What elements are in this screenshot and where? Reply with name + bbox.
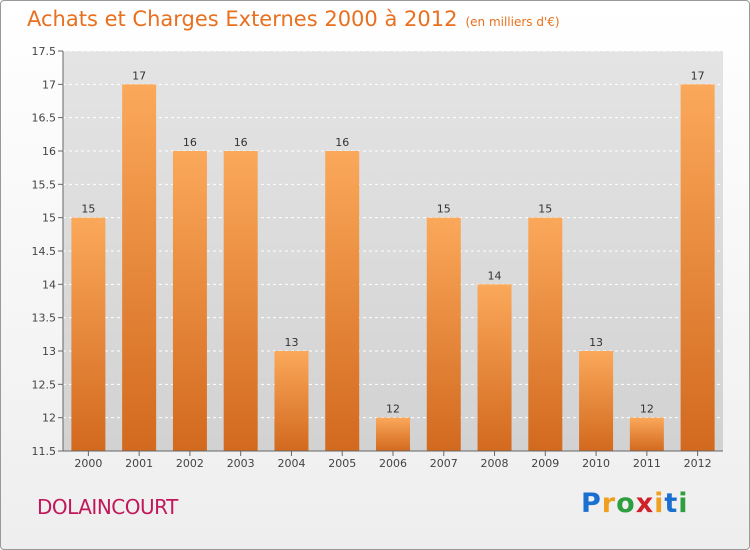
x-tick-label-2006: 2006 — [379, 457, 407, 470]
value-label-2012: 17 — [691, 69, 705, 82]
bars: 15 17 16 16 13 16 12 15 14 15 13 12 17 — [71, 69, 715, 451]
x-tick-label-2005: 2005 — [328, 457, 356, 470]
logo-letter: t — [664, 488, 679, 519]
y-tick-label: 17 — [42, 78, 56, 91]
x-tick-label-2008: 2008 — [481, 457, 509, 470]
logo-letter: i — [678, 488, 689, 519]
value-label-2005: 16 — [335, 136, 349, 149]
y-tick-label: 15.5 — [32, 178, 57, 191]
y-tick-label: 16.5 — [32, 112, 57, 125]
y-tick-label: 12 — [42, 412, 56, 425]
value-label-2007: 15 — [437, 203, 451, 216]
proxiti-logo: Proxiti — [581, 488, 689, 519]
logo-letter: r — [601, 488, 617, 519]
bar-2001 — [122, 84, 157, 451]
logo-letter: i — [654, 488, 665, 519]
bar-2011 — [629, 417, 664, 451]
commune-name: DOLAINCOURT — [37, 495, 178, 519]
value-label-2003: 16 — [234, 136, 248, 149]
x-tick-label-2011: 2011 — [633, 457, 661, 470]
bar-2004 — [274, 351, 309, 451]
logo-letter: o — [616, 488, 636, 519]
y-tick-label: 17.5 — [32, 45, 57, 58]
value-label-2001: 17 — [132, 69, 146, 82]
y-tick-label: 16 — [42, 145, 56, 158]
value-label-2010: 13 — [589, 336, 603, 349]
axes: 11.5 12 12.5 13 13.5 14 14.5 15 15.5 16 16.5 17 17.5… — [32, 45, 723, 470]
value-label-2011: 12 — [640, 403, 654, 416]
bar-2007 — [426, 217, 461, 451]
y-tick-label: 11.5 — [32, 445, 57, 458]
x-tick-label-2003: 2003 — [227, 457, 255, 470]
x-tick-label-2000: 2000 — [74, 457, 102, 470]
chart-title-text: Achats et Charges Externes 2000 à 2012 — [27, 7, 458, 31]
bar-2010 — [579, 351, 614, 451]
y-tick-label: 14.5 — [32, 245, 57, 258]
bar-2008 — [477, 284, 512, 451]
logo-letter: P — [581, 488, 602, 519]
y-tick-label: 15 — [42, 212, 56, 225]
x-tick-label-2001: 2001 — [125, 457, 153, 470]
bar-2005 — [325, 151, 360, 451]
x-tick-label-2010: 2010 — [582, 457, 610, 470]
value-label-2006: 12 — [386, 403, 400, 416]
value-label-2009: 15 — [538, 203, 552, 216]
value-label-2008: 14 — [488, 269, 502, 282]
bar-2000 — [71, 217, 106, 451]
x-tick-label-2002: 2002 — [176, 457, 204, 470]
logo-letter: x — [635, 488, 655, 519]
chart-subtitle: (en milliers d'€) — [465, 15, 560, 29]
value-label-2000: 15 — [81, 203, 95, 216]
bar-2003 — [223, 151, 258, 451]
chart-title: Achats et Charges Externes 2000 à 2012 (e… — [27, 7, 560, 31]
x-tick-label-2004: 2004 — [277, 457, 305, 470]
x-tick-label-2012: 2012 — [684, 457, 712, 470]
value-label-2002: 16 — [183, 136, 197, 149]
x-tick-label-2009: 2009 — [531, 457, 559, 470]
x-tick-label-2007: 2007 — [430, 457, 458, 470]
y-tick-label: 13.5 — [32, 312, 57, 325]
bar-2012 — [680, 84, 715, 451]
y-tick-label: 13 — [42, 345, 56, 358]
y-tick-label: 12.5 — [32, 378, 57, 391]
bar-2002 — [172, 151, 207, 451]
y-tick-label: 14 — [42, 278, 56, 291]
value-label-2004: 13 — [284, 336, 298, 349]
bar-2006 — [376, 417, 410, 451]
bar-2009 — [528, 217, 563, 451]
